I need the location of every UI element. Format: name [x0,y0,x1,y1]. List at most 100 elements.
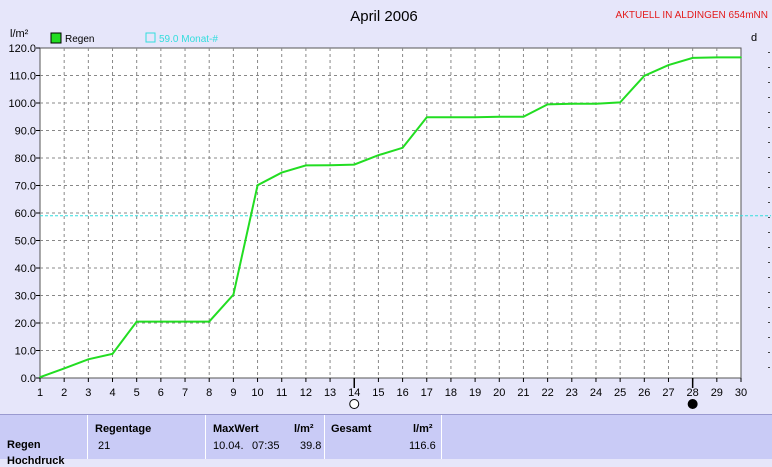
x-tick-label: 21 [517,387,529,399]
right-axis-dot [768,292,770,293]
stats-maxwert-cell: MaxWert l/m² 10.04. 07:35 39.8 [205,415,324,459]
x-tick-label: 5 [134,387,140,399]
y-tick-label: 90.0 [15,126,36,138]
right-axis-dot [768,247,770,248]
y-tick-label: 60.0 [15,208,36,220]
y-tick-label: 20.0 [15,318,36,330]
data-point [643,74,646,77]
maxwert-header: MaxWert [213,423,259,435]
maxwert-unit: l/m² [294,423,314,435]
data-point [305,164,307,167]
moon-phase-markers [349,378,698,409]
y-tick-label: 120.0 [8,43,36,55]
x-tick-label: 15 [372,387,384,399]
data-point [184,320,186,323]
data-point [232,293,235,296]
right-axis-dot [768,52,770,53]
data-point [39,376,41,378]
series-points-regen [39,56,742,378]
x-tick-label: 7 [182,387,188,399]
x-tick-label: 18 [445,387,457,399]
legend-monthly-swatch [145,32,156,43]
data-point [691,57,694,59]
data-point [716,56,718,59]
y-tick-label: 30.0 [15,291,36,303]
regentage-header: Regentage [95,423,152,435]
right-axis-dots [768,52,770,368]
x-tick-label: 6 [158,387,164,399]
data-point [522,115,525,118]
x-tick-label: 22 [541,387,553,399]
data-point [401,147,404,149]
stats-gesamt-cell: Gesamt l/m² 116.6 [324,415,441,459]
data-point [619,101,621,104]
right-axis-dot [768,277,770,278]
right-axis-dot [768,97,770,98]
right-axis-dot [768,157,770,158]
data-point [425,116,428,119]
x-tick-label: 8 [206,387,212,399]
right-axis-dot [768,172,770,173]
data-point [474,116,476,119]
regentage-value: 21 [98,440,111,452]
full-moon-icon [349,399,360,409]
stats-regentage-cell: Regentage 21 [87,415,205,459]
x-tick-label: 17 [421,387,433,399]
stats-row-label-hochdruck: Hochdruck [7,455,65,467]
right-axis-dot [768,322,770,323]
data-point [63,367,65,370]
data-point [329,164,331,166]
stats-empty-cell [441,415,768,459]
right-axis-dot [768,217,770,218]
x-tick-label: 3 [85,387,91,399]
data-point [87,358,90,361]
y-tick-label: 110.0 [9,71,36,83]
data-point [450,116,452,119]
data-point [498,115,501,118]
data-point [111,353,114,355]
gesamt-unit: l/m² [413,423,433,435]
right-axis-dot [768,337,770,338]
x-tick-label: 11 [276,387,287,399]
series-line-regen [39,56,741,379]
x-tick-label: 29 [711,387,723,399]
data-point [353,163,356,166]
right-axis-label: d [751,32,757,44]
y-axis-label: l/m² [10,28,29,40]
right-axis-dot [768,232,770,233]
data-point [135,320,138,323]
x-tick-label: 4 [109,387,115,399]
x-axis-ticks: 1 2 3 4 5 6 7 8 9 10 11 12 13 14 15 16 17 18 19 20 21 22 23 24 2… [37,378,747,399]
y-tick-label: 40.0 [15,263,36,275]
y-tick-label: 100.0 [8,98,36,110]
x-tick-label: 20 [493,387,505,399]
data-point [280,171,283,174]
x-tick-label: 27 [662,387,674,399]
data-point [256,184,259,187]
x-tick-label: 28 [687,387,699,399]
x-tick-label: 9 [230,387,236,399]
x-tick-label: 14 [348,387,360,399]
maxwert-time: 07:35 [252,440,280,452]
legend-monthly-label: 59.0 Monat-# [159,34,218,45]
data-point [546,103,549,106]
right-axis-dot [768,112,770,113]
right-axis-dot [768,142,770,143]
x-tick-label: 19 [469,387,481,399]
data-point [208,320,211,323]
legend-regen-label: Regen [65,34,94,45]
x-tick-label: 13 [324,387,336,399]
y-tick-label: 50.0 [15,236,36,248]
new-moon-icon [687,399,698,409]
right-axis-dot [768,82,770,83]
right-axis-dot [768,127,770,128]
legend-regen-swatch [50,32,62,44]
rain-chart: April 2006 AKTUELL IN ALDINGEN 654mNN l/… [8,8,771,409]
maxwert-date: 10.04. [213,440,244,452]
x-tick-label: 23 [566,387,578,399]
x-tick-label: 26 [638,387,650,399]
right-axis-dot [768,352,770,353]
x-tick-label: 10 [251,387,263,399]
x-tick-label: 30 [735,387,747,399]
maxwert-value: 39.8 [300,440,322,452]
